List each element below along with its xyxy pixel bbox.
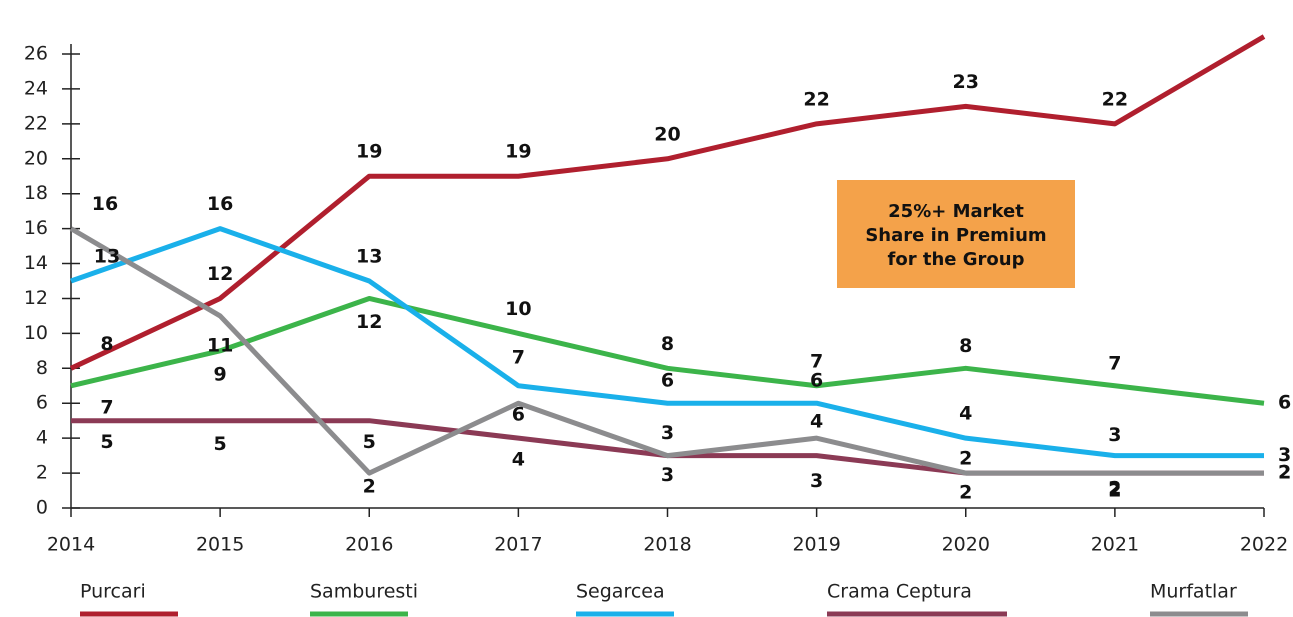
data-label: 2 xyxy=(959,482,972,504)
x-tick-label: 2019 xyxy=(792,534,840,556)
data-label: 2 xyxy=(1278,462,1291,484)
data-label: 6 xyxy=(1278,392,1291,414)
legend-label: Murfatlar xyxy=(1150,581,1237,603)
data-label: 23 xyxy=(953,71,979,93)
data-label: 7 xyxy=(100,396,113,418)
data-label: 22 xyxy=(803,88,829,110)
data-label: 3 xyxy=(661,422,674,444)
x-tick-label: 2021 xyxy=(1091,534,1139,556)
data-label: 16 xyxy=(207,193,233,215)
data-label: 16 xyxy=(92,193,118,215)
legend-label: Crama Ceptura xyxy=(827,581,972,603)
y-tick-label: 10 xyxy=(24,322,48,344)
data-label: 4 xyxy=(512,449,525,471)
data-label: 11 xyxy=(207,334,233,356)
data-label: 4 xyxy=(959,403,972,425)
data-label: 8 xyxy=(661,333,674,355)
data-label: 13 xyxy=(94,246,120,268)
y-tick-label: 2 xyxy=(36,462,48,484)
data-label: 7 xyxy=(512,346,525,368)
data-label: 2 xyxy=(1278,462,1291,484)
series-line xyxy=(70,226,1264,459)
data-label: 9 xyxy=(214,363,227,385)
data-label: 19 xyxy=(356,141,382,163)
data-label: 20 xyxy=(654,123,680,145)
data-label: 3 xyxy=(1278,444,1291,466)
y-tick-label: 18 xyxy=(24,182,48,204)
data-label: 6 xyxy=(512,404,525,426)
data-label: 7 xyxy=(1108,352,1121,374)
data-label: 6 xyxy=(810,370,823,392)
legend-label: Segarcea xyxy=(576,581,665,603)
series-line xyxy=(69,226,1264,476)
legend-label: Purcari xyxy=(80,581,146,603)
data-label: 2 xyxy=(959,448,972,470)
data-label: 12 xyxy=(207,263,233,285)
data-label: 10 xyxy=(505,298,531,320)
data-label: 2 xyxy=(363,476,376,498)
x-tick-label: 2022 xyxy=(1240,534,1288,556)
annotation-text: 25%+ Market xyxy=(888,201,1024,222)
data-label: 2 xyxy=(1108,480,1121,502)
data-label: 5 xyxy=(100,431,113,453)
y-tick-label: 4 xyxy=(36,427,48,449)
x-tick-label: 2014 xyxy=(47,534,95,556)
y-tick-label: 20 xyxy=(24,147,48,169)
y-tick-label: 22 xyxy=(24,112,48,134)
data-label: 3 xyxy=(661,464,674,486)
x-tick-label: 2016 xyxy=(345,534,393,556)
series-line xyxy=(69,34,1266,371)
data-label: 6 xyxy=(661,370,674,392)
annotation-text: Share in Premium xyxy=(865,225,1046,246)
y-tick-label: 24 xyxy=(24,77,48,99)
y-tick-label: 0 xyxy=(36,497,48,519)
data-label: 5 xyxy=(214,433,227,455)
data-label: 12 xyxy=(356,311,382,333)
data-label: 2 xyxy=(1108,478,1121,500)
data-label: 8 xyxy=(100,333,113,355)
x-tick-label: 2015 xyxy=(196,534,244,556)
annotation-text: for the Group xyxy=(888,249,1025,270)
legend-label: Samburesti xyxy=(310,581,418,603)
data-label: 3 xyxy=(1108,424,1121,446)
x-tick-label: 2017 xyxy=(494,534,542,556)
y-tick-label: 14 xyxy=(24,252,48,274)
y-tick-label: 12 xyxy=(24,287,48,309)
data-label: 7 xyxy=(810,350,823,372)
data-label: 5 xyxy=(363,431,376,453)
data-label: 4 xyxy=(810,411,823,433)
data-label: 3 xyxy=(810,470,823,492)
series-line xyxy=(70,295,1265,406)
y-tick-label: 16 xyxy=(24,217,48,239)
y-tick-label: 8 xyxy=(36,357,48,379)
data-label: 8 xyxy=(959,335,972,357)
y-tick-label: 6 xyxy=(36,392,48,414)
x-tick-label: 2020 xyxy=(942,534,990,556)
data-label: 19 xyxy=(505,141,531,163)
annotation-box xyxy=(837,180,1075,288)
x-tick-label: 2018 xyxy=(643,534,691,556)
data-label: 13 xyxy=(356,246,382,268)
y-tick-label: 26 xyxy=(24,43,48,65)
data-label: 22 xyxy=(1102,88,1128,110)
